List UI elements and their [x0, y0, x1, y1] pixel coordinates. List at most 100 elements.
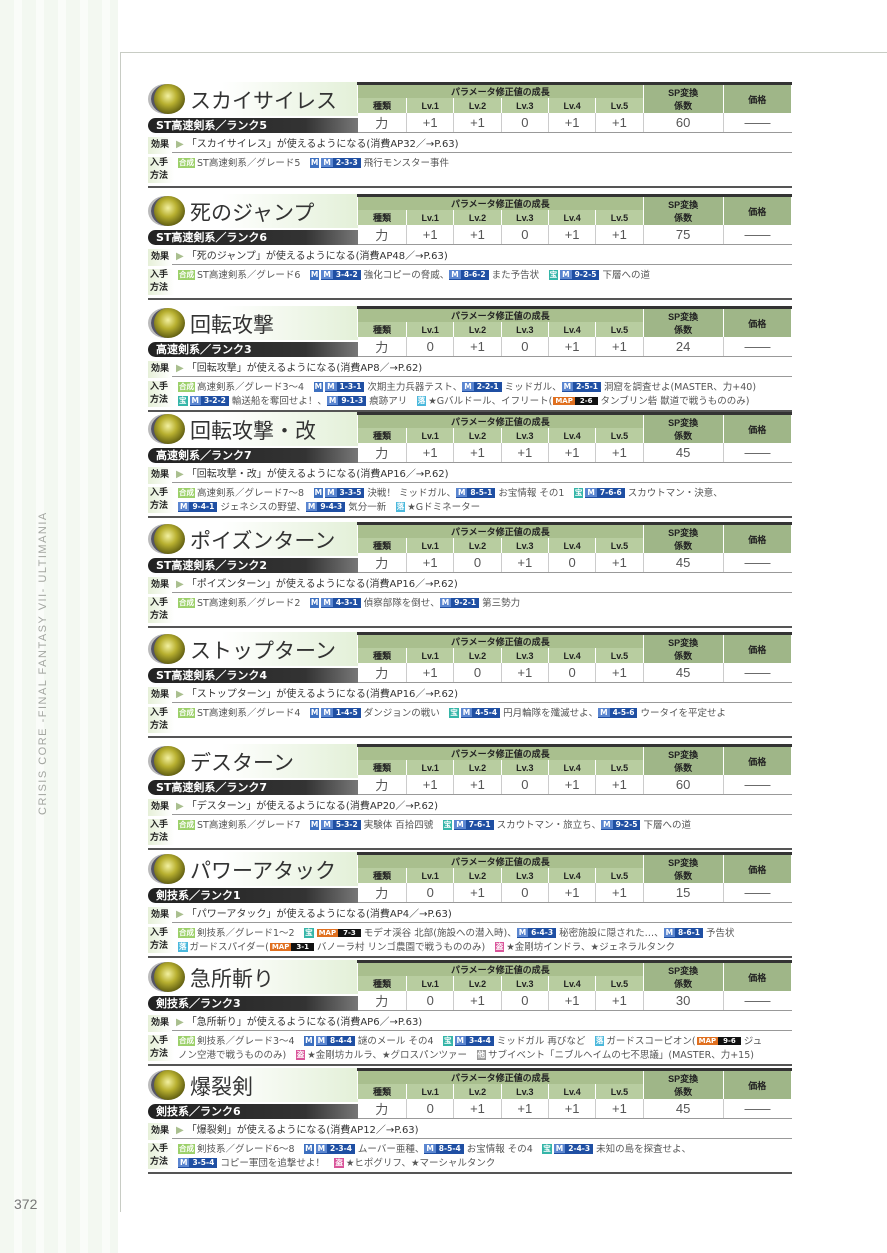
level-value: +1	[406, 775, 454, 795]
acquisition-row: 入手 方法 合成 高速剣系／グレード3～4 M M 1-3-1 次期主力兵器テスト、 M 2-2…	[148, 380, 792, 412]
level-value: +1	[547, 113, 596, 133]
level-header: Lv.5	[595, 98, 644, 113]
acquisition-row: 入手 方法 合成 剣技系／グレード3～4 M M 8-4-4 謎のメール その4 宝 M 3-4…	[148, 1034, 792, 1066]
map-badge: MAP 3-1	[269, 942, 314, 952]
sp-header: SP変換 係数	[642, 413, 724, 443]
level-header: Lv.2	[453, 648, 502, 663]
effect-label: 効果	[148, 467, 173, 484]
level-value: 0	[453, 663, 502, 683]
sp-value: 15	[642, 883, 724, 903]
type-header: 種類	[356, 322, 408, 337]
materia-orb-icon	[151, 1070, 185, 1100]
acquisition-label-line1: 入手	[150, 270, 169, 280]
mission-badge: M 8-4-4	[315, 1036, 355, 1046]
mission-icon: M	[321, 598, 333, 607]
acquisition-text: 実験体 百拾四號	[363, 820, 443, 831]
acquisition-label-line1: 入手	[150, 488, 169, 498]
mission-code: 6-4-3	[531, 928, 554, 937]
acquisition-text: 未知の島を探査せよ、	[596, 1144, 692, 1155]
level-value: +1	[406, 553, 454, 573]
mission-icon: M	[663, 928, 676, 937]
table-row: 力 +1 0 +1 0 +1 45 ——	[357, 663, 792, 683]
mission-icon: M	[321, 708, 333, 717]
mission-code: 8-6-2	[463, 270, 486, 279]
mission-badge: M 3-4-4	[454, 1036, 494, 1046]
acquisition-text: 第三勢力	[482, 598, 521, 609]
acquisition-lines: 合成 ST高速剣系／グレード4 M M 1-4-5 ダンジョンの戦い 宝 M 4-5-4 円月…	[178, 707, 792, 721]
source-tag-ho: 宝	[573, 488, 584, 498]
level-header: Lv.4	[547, 98, 597, 113]
price-value: ——	[722, 553, 792, 573]
level-value: 0	[406, 1099, 454, 1119]
effect-text: 「回転攻撃・改」が使えるようになる(消費AP16／→P.62)	[186, 469, 449, 480]
sp-header: SP変換 係数	[642, 853, 724, 883]
table-row: 力 +1 +1 0 +1 +1 60 ——	[357, 775, 792, 795]
level-value: +1	[595, 991, 644, 1011]
price-value: ——	[722, 443, 792, 463]
ability-title-area: 爆裂剣	[148, 1068, 358, 1102]
sp-header-line2: 係数	[674, 651, 693, 661]
acquisition-lines: 合成 高速剣系／グレード3～4 M M 1-3-1 次期主力兵器テスト、 M 2-2-1 ミッ…	[178, 381, 792, 409]
map-code: 7-3	[338, 929, 361, 937]
level-value: +1	[547, 443, 596, 463]
sp-header-line2: 係数	[674, 101, 693, 111]
effect-text: 「デスターン」が使えるようになる(消費AP20／→P.62)	[186, 801, 439, 812]
sp-header-line1: SP変換	[668, 312, 699, 322]
acquisition-text: ST高速剣系／グレード6	[197, 270, 310, 281]
price-header: 価格	[722, 853, 793, 883]
mission-icon: M	[449, 270, 461, 279]
table-row: 力 0 +1 +1 +1 +1 45 ——	[357, 1099, 792, 1119]
param-growth-header: パラメータ修正値の成長	[357, 1069, 644, 1084]
acquisition-lines: 合成 剣技系／グレード6～8 M M 2-3-4 ムーバー亜種、 M 8-5-4 お宝情報 そ…	[178, 1143, 792, 1171]
acquisition-text: ウータイを平定せよ	[640, 708, 726, 719]
level-value: +1	[406, 443, 454, 463]
acquisition-label-line1: 入手	[150, 1144, 169, 1154]
mission-code: 7-6-6	[599, 488, 622, 497]
level-value: +1	[595, 775, 644, 795]
table-row: 種類 Lv.1 Lv.2 Lv.3 Lv.4 Lv.5	[356, 98, 792, 113]
rank-bar: 高速剣系／ランク7	[148, 448, 358, 463]
arrow-icon: ▶	[176, 1017, 184, 1028]
source-tag-ho: 宝	[542, 1144, 552, 1154]
table-row: 力 +1 +1 +1 +1 +1 45 ——	[357, 443, 792, 463]
mission-code: 9-2-5	[615, 820, 638, 829]
table-row: パラメータ修正値の成長 SP変換 係数 価格	[357, 307, 793, 337]
acquisition-text: バノーラ村 リンゴ農園で戦うもののみ)	[317, 942, 495, 953]
acquisition-label-line1: 入手	[150, 820, 169, 830]
level-header: Lv.4	[547, 428, 597, 443]
level-header: Lv.1	[406, 98, 455, 113]
param-type: 力	[357, 1099, 407, 1119]
sp-header-line1: SP変換	[668, 966, 699, 976]
type-header: 種類	[356, 1084, 408, 1099]
acquisition-text: ★金剛坊カルラ、★グロスパンツァー	[307, 1050, 477, 1061]
acquisition-text: ST高速剣系／グレード5	[197, 158, 310, 169]
acquisition-text: ダンジョンの戦い	[363, 708, 450, 719]
level-value: +1	[547, 775, 596, 795]
acquisition-text: 剣技系／グレード1～2	[197, 928, 305, 939]
acquisition-text: ガードスパイダー(	[189, 942, 269, 953]
rank-bar: ST高速剣系／ランク2	[148, 558, 358, 573]
mission-code: 3-5-4	[192, 1158, 215, 1167]
source-tag-M: M	[309, 270, 320, 280]
mission-badge: M 4-5-6	[598, 708, 638, 718]
acquisition-lines: 合成 剣技系／グレード3～4 M M 8-4-4 謎のメール その4 宝 M 3-4-4 ミッ…	[178, 1035, 792, 1063]
parameter-table: パラメータ修正値の成長 SP変換 係数 価格 種類 Lv.1 Lv.2 Lv.3 Lv.4 Lv.…	[356, 852, 793, 903]
table-row: 種類 Lv.1 Lv.2 Lv.3 Lv.4 Lv.5	[356, 976, 792, 991]
sp-header-line1: SP変換	[668, 1074, 699, 1084]
mission-code: 2-3-4	[330, 1144, 352, 1153]
mission-icon: M	[460, 708, 473, 717]
acquisition-line: 合成 ST高速剣系／グレード5 M M 2-3-3 飛行モンスター事件	[178, 157, 792, 171]
acquisition-label: 入手 方法	[148, 1035, 174, 1061]
price-header: 価格	[722, 961, 793, 991]
acquisition-text: ST高速剣系／グレード7	[197, 820, 310, 831]
mission-code: 8-4-4	[330, 1036, 352, 1045]
acquisition-label-line2: 方法	[150, 171, 169, 181]
rank-bar: ST高速剣系／ランク7	[148, 780, 358, 795]
level-value: 0	[406, 883, 454, 903]
acquisition-text: ミッドガル 再びなど	[496, 1036, 595, 1047]
acquisition-text: 剣技系／グレード3～4	[197, 1036, 305, 1047]
mission-icon: M	[178, 1158, 190, 1167]
acquisition-text: コピー軍団を追撃せよ！	[220, 1158, 335, 1169]
materia-orb-icon	[151, 524, 185, 554]
acquisition-line: 合成 ST高速剣系／グレード6 M M 3-4-2 強化コピーの脅威、 M 8-6-2 また予…	[178, 269, 792, 283]
